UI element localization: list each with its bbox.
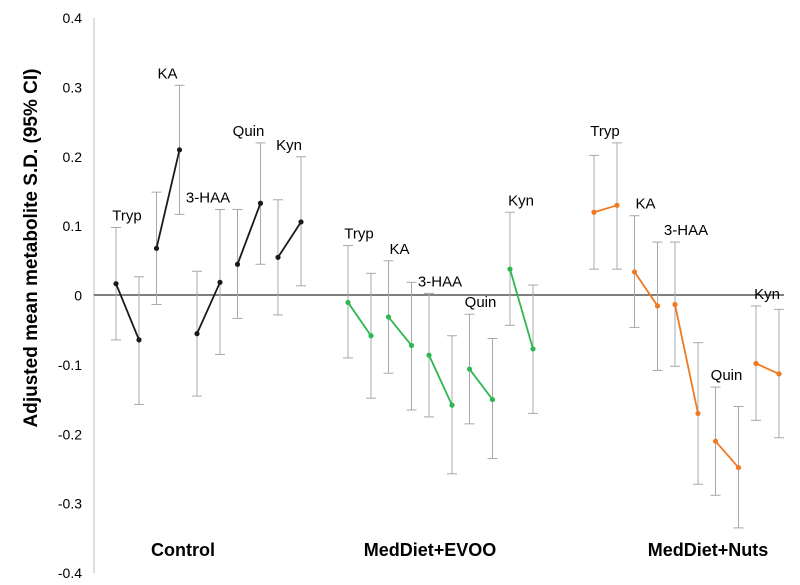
data-point (489, 396, 496, 403)
y-tick-label: 0.1 (63, 218, 83, 234)
data-point (449, 402, 455, 408)
y-tick-labels: 0.4 0.3 0.2 0.1 0 -0.1 -0.2 -0.3 -0.4 (58, 10, 82, 581)
metabolite-label: 3-HAA (418, 273, 462, 290)
metabolite-label: KA (635, 196, 655, 213)
series-line (468, 368, 494, 401)
metabolite-label: Tryp (590, 123, 619, 140)
data-point (712, 438, 719, 444)
y-tick-label: -0.2 (58, 426, 82, 442)
y-tick-label: -0.3 (58, 496, 82, 512)
series-line (277, 221, 302, 258)
series-line (714, 440, 740, 469)
metabolite-label: 3-HAA (664, 222, 708, 239)
series-line (755, 362, 780, 375)
series-line (633, 271, 659, 307)
data-point (631, 269, 638, 275)
series-line (593, 204, 618, 214)
data-point (298, 219, 304, 225)
metabolite-label: 3-HAA (186, 189, 230, 206)
series-line (155, 149, 181, 249)
y-tick-label: 0.3 (63, 79, 83, 95)
data-point (385, 314, 392, 320)
data-point (507, 266, 513, 272)
data-point (530, 346, 536, 352)
data-point (776, 371, 782, 377)
data-point (176, 147, 183, 153)
data-point (695, 410, 701, 417)
data-point (753, 360, 759, 367)
group-0: Control Tryp KA 3-HAA Quin Kyn (111, 65, 306, 560)
y-axis-label: Adjusted mean metabolite S.D. (95% CI) (21, 69, 42, 428)
chart-marks: ControlTrypKA3-HAAQuinKynMedDiet+EVOOTry… (111, 65, 784, 560)
data-point (426, 352, 432, 358)
series-line (236, 202, 262, 265)
y-tick-label: -0.4 (58, 565, 82, 581)
series-line (115, 283, 140, 341)
metabolite-label: Quin (711, 367, 743, 384)
y-tick-label: 0 (74, 288, 82, 304)
y-tick-label: 0.4 (63, 10, 83, 26)
metabolite-label: Tryp (344, 226, 373, 243)
data-point (275, 254, 281, 260)
metabolite-label: Quin (465, 294, 497, 311)
data-point (345, 299, 351, 306)
data-point (614, 202, 620, 208)
data-point (672, 301, 678, 308)
data-point (194, 331, 200, 337)
data-point (466, 366, 473, 372)
metabolite-label: Kyn (508, 192, 534, 209)
group-2: MedDiet+Nuts Tryp KA 3-HAA Quin Kyn (589, 123, 784, 560)
data-point (113, 281, 119, 287)
y-tick-label: -0.1 (58, 357, 82, 373)
series-line (347, 301, 372, 337)
series-line (509, 268, 534, 350)
metabolite-label: Kyn (754, 286, 780, 303)
data-point (234, 261, 241, 267)
series-line (196, 281, 221, 335)
metabolite-label: KA (157, 65, 177, 82)
data-point (136, 337, 142, 343)
data-point (408, 342, 415, 349)
data-point (591, 209, 597, 215)
series-line (674, 304, 699, 414)
group-label: MedDiet+EVOO (364, 540, 497, 560)
metabolite-label: Quin (233, 123, 265, 140)
data-point (654, 303, 661, 309)
series-line (387, 316, 413, 347)
data-point (153, 245, 160, 251)
group-label: MedDiet+Nuts (648, 540, 769, 560)
y-tick-label: 0.2 (63, 149, 83, 165)
metabolite-label: Kyn (276, 137, 302, 154)
data-point (217, 279, 223, 285)
data-point (735, 464, 742, 471)
data-point (368, 333, 374, 339)
data-point (257, 200, 264, 206)
metabolite-label: KA (389, 241, 409, 258)
metabolite-label: Tryp (112, 208, 141, 225)
group-label: Control (151, 540, 215, 560)
series-line (428, 354, 453, 406)
